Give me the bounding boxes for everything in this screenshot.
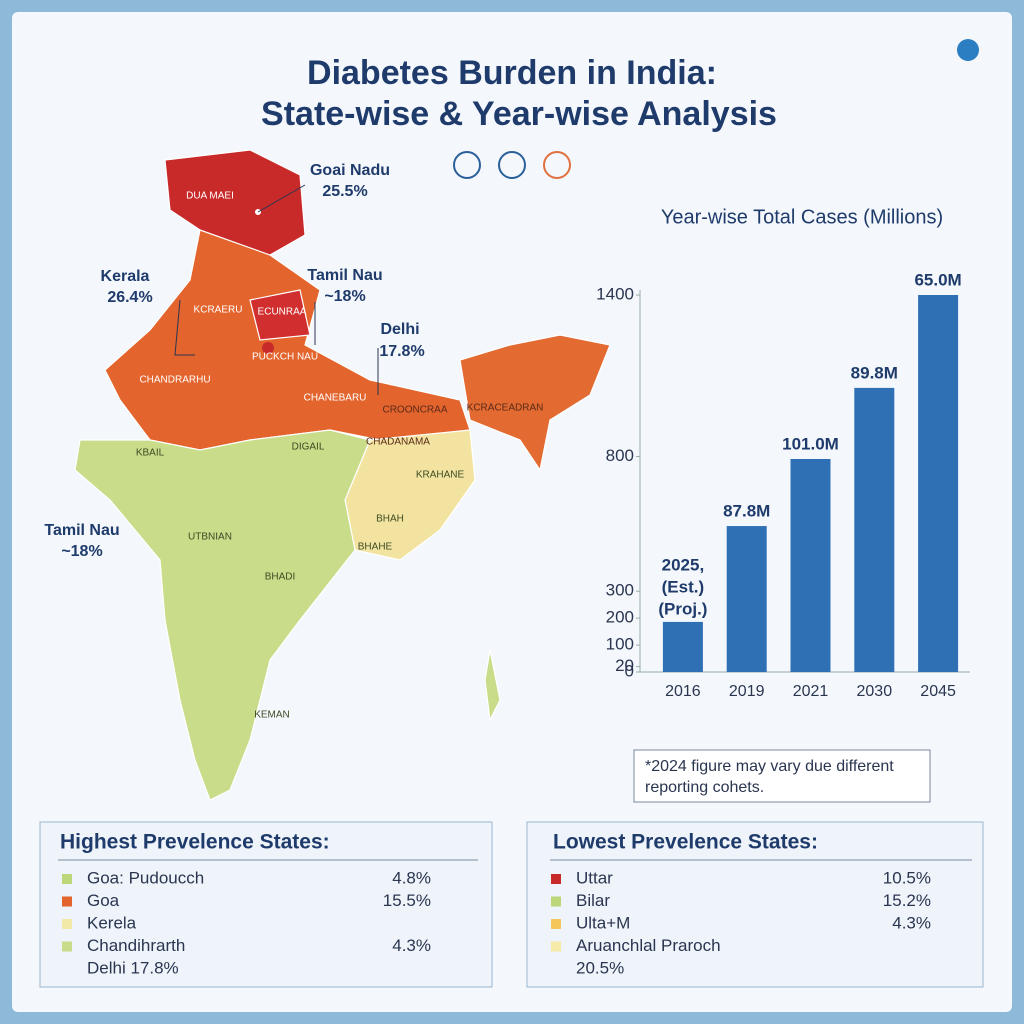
list-value: 4.8%	[392, 868, 431, 887]
bar-label: 89.8M	[851, 363, 898, 382]
region-label: BHADI	[265, 572, 296, 583]
note: reporting cohets.	[645, 779, 764, 796]
chart-title: Year-wise Total Cases (Millions)	[661, 206, 943, 228]
region-label: KCRAERU	[194, 305, 243, 316]
bar-label: (Est.)	[662, 577, 705, 596]
list-item: Ulta+M	[576, 913, 630, 932]
x-tick-label: 2016	[665, 683, 701, 700]
leader-line	[174, 184, 379, 395]
title-line-2: State-wise & Year-wise Analysis	[261, 95, 777, 133]
swatch	[551, 919, 561, 929]
swatch	[551, 874, 561, 884]
list-item: Uttar	[576, 868, 613, 887]
list-item: Delhi 17.8%	[87, 958, 179, 977]
list-value: 4.3%	[892, 913, 931, 932]
map-label: Kerala	[101, 268, 150, 285]
region-label: DUA MAEI	[186, 191, 234, 202]
map-label: Tamil Nau	[44, 522, 119, 539]
region	[459, 334, 611, 472]
map-label: ~18%	[324, 288, 365, 305]
region-label: PUCKCH NAU	[252, 352, 318, 363]
icon	[543, 151, 571, 179]
india-map	[74, 149, 611, 801]
list-item: Chandihrarth	[87, 936, 185, 955]
x-tick-label: 2030	[857, 683, 893, 700]
region-label: KEMAN	[254, 710, 290, 721]
list-title: Lowest Prevelence States:	[553, 831, 818, 854]
region-label: DIGAIL	[292, 442, 325, 453]
note-box	[633, 749, 931, 803]
y-tick-label: 100	[606, 635, 634, 654]
swatch	[62, 896, 72, 907]
region-label: ECUNRAA	[258, 307, 307, 318]
region-label: CROONCRAA	[382, 405, 447, 416]
list-item: Goa: Pudoucch	[87, 868, 204, 887]
list-item: Goa	[87, 891, 120, 910]
list-box	[39, 821, 493, 988]
swatch	[62, 919, 72, 929]
region-label: CHANEBARU	[304, 393, 367, 404]
island	[484, 649, 501, 723]
map-label: Delhi	[380, 321, 419, 338]
list-item: Kerela	[87, 913, 137, 932]
region	[74, 429, 371, 801]
map-label: 17.8%	[379, 343, 424, 360]
x-tick-label: 2021	[793, 683, 829, 700]
list-item: 20.5%	[576, 958, 624, 977]
region-label: CHADANAMA	[366, 437, 430, 448]
bar	[726, 526, 767, 672]
bar	[790, 458, 831, 672]
swatch	[551, 941, 561, 952]
bar-label: 101.0M	[782, 434, 839, 453]
map-label: 26.4%	[107, 289, 152, 306]
region-label: BHAHE	[358, 542, 393, 553]
y-tick-label: 20	[615, 656, 634, 675]
region-label: KBAIL	[136, 448, 165, 459]
map-label: Tamil Nau	[307, 267, 382, 284]
y-tick-label: 200	[606, 608, 634, 627]
list-item: Aruanchlal Praroch	[576, 936, 721, 955]
map-label: 25.5%	[322, 183, 367, 200]
bar-label: 65.0M	[914, 270, 961, 289]
list-value: 4.3%	[392, 936, 431, 955]
bar-label: 2025,	[662, 555, 705, 574]
y-tick-label: 0	[625, 661, 634, 680]
bar	[854, 387, 895, 672]
list-value: 15.2%	[883, 891, 931, 910]
bar	[662, 621, 703, 672]
list-box	[526, 821, 984, 988]
y-tick-label: 300	[606, 581, 634, 600]
y-tick-label: 800	[606, 446, 634, 465]
map-label: ~18%	[61, 543, 102, 560]
swatch	[62, 941, 72, 952]
list-value: 10.5%	[883, 868, 931, 887]
x-tick-label: 2045	[920, 683, 956, 700]
x-tick-label: 2019	[729, 683, 765, 700]
region-label: CHANDRARHU	[139, 375, 210, 386]
region-label: KCRACEADRAN	[467, 403, 544, 414]
swatch	[62, 874, 72, 884]
bar-label: (Proj.)	[658, 599, 707, 618]
y-tick-label: 1400	[596, 284, 634, 303]
title-line-1: Diabetes Burden in India:	[307, 54, 717, 92]
region-label: KRAHANE	[416, 470, 465, 481]
marker	[262, 342, 274, 354]
region-label: BHAH	[376, 514, 404, 525]
list-title: Highest Prevelence States:	[60, 831, 330, 854]
icon	[453, 151, 481, 179]
region	[249, 289, 311, 341]
icon	[957, 39, 979, 61]
region-label: UTBNIAN	[188, 532, 232, 543]
icon	[498, 151, 526, 179]
note: *2024 figure may vary due different	[645, 758, 894, 775]
list-item: Bilar	[576, 891, 610, 910]
list-value: 15.5%	[383, 891, 431, 910]
swatch	[551, 896, 561, 907]
bar-label: 87.8M	[723, 502, 770, 521]
bar	[918, 295, 959, 672]
map-label: Goai Nadu	[310, 162, 390, 179]
